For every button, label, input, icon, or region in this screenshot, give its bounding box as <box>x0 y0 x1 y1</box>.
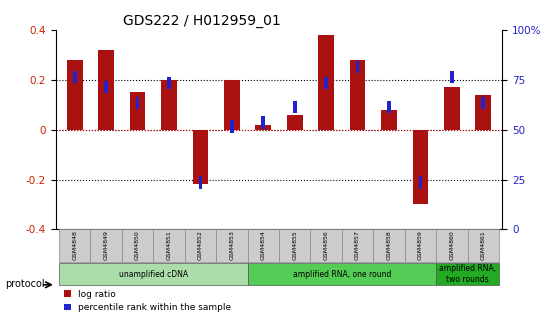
FancyBboxPatch shape <box>248 263 436 285</box>
Text: GDS222 / H012959_01: GDS222 / H012959_01 <box>123 14 281 28</box>
FancyBboxPatch shape <box>230 120 234 133</box>
Bar <box>193 130 208 184</box>
FancyBboxPatch shape <box>73 71 76 83</box>
FancyBboxPatch shape <box>293 100 297 113</box>
FancyBboxPatch shape <box>405 229 436 262</box>
Text: GSM4857: GSM4857 <box>355 230 360 260</box>
Text: protocol: protocol <box>6 279 45 289</box>
Text: GSM4855: GSM4855 <box>292 230 297 260</box>
Text: GSM4860: GSM4860 <box>449 230 454 260</box>
Bar <box>412 130 429 204</box>
Bar <box>224 80 240 130</box>
FancyBboxPatch shape <box>342 229 373 262</box>
FancyBboxPatch shape <box>199 176 203 188</box>
Bar <box>161 80 177 130</box>
Bar <box>318 35 334 130</box>
FancyBboxPatch shape <box>59 229 90 262</box>
FancyBboxPatch shape <box>261 117 265 129</box>
Text: GSM4853: GSM4853 <box>229 230 234 260</box>
Bar <box>256 125 271 130</box>
FancyBboxPatch shape <box>468 229 499 262</box>
FancyBboxPatch shape <box>153 229 185 262</box>
FancyBboxPatch shape <box>122 229 153 262</box>
Text: GSM4858: GSM4858 <box>387 230 392 260</box>
FancyBboxPatch shape <box>373 229 405 262</box>
FancyBboxPatch shape <box>90 229 122 262</box>
FancyBboxPatch shape <box>185 229 216 262</box>
Text: GSM4851: GSM4851 <box>166 230 171 260</box>
Text: amplified RNA, one round: amplified RNA, one round <box>293 269 391 279</box>
FancyBboxPatch shape <box>310 229 342 262</box>
FancyBboxPatch shape <box>355 61 359 73</box>
FancyBboxPatch shape <box>216 229 248 262</box>
FancyBboxPatch shape <box>59 263 248 285</box>
Text: GSM4852: GSM4852 <box>198 230 203 260</box>
Text: GSM4848: GSM4848 <box>72 230 77 260</box>
FancyBboxPatch shape <box>482 96 485 109</box>
Text: GSM4854: GSM4854 <box>261 230 266 260</box>
Text: GSM4859: GSM4859 <box>418 230 423 260</box>
Text: GSM4849: GSM4849 <box>104 230 109 260</box>
Bar <box>350 60 365 130</box>
Bar <box>444 87 460 130</box>
Text: GSM4856: GSM4856 <box>324 230 329 260</box>
FancyBboxPatch shape <box>418 176 422 188</box>
FancyBboxPatch shape <box>324 77 328 89</box>
Bar <box>381 110 397 130</box>
Bar <box>98 50 114 130</box>
Text: GSM4861: GSM4861 <box>481 230 486 260</box>
FancyBboxPatch shape <box>436 263 499 285</box>
FancyBboxPatch shape <box>248 229 279 262</box>
FancyBboxPatch shape <box>387 100 391 113</box>
Text: amplified RNA,
two rounds: amplified RNA, two rounds <box>439 264 496 284</box>
Bar <box>129 92 146 130</box>
Text: GSM4850: GSM4850 <box>135 230 140 260</box>
FancyBboxPatch shape <box>167 77 171 89</box>
FancyBboxPatch shape <box>136 96 140 109</box>
Legend: log ratio, percentile rank within the sample: log ratio, percentile rank within the sa… <box>60 286 235 316</box>
FancyBboxPatch shape <box>450 71 454 83</box>
FancyBboxPatch shape <box>279 229 310 262</box>
Bar <box>287 115 302 130</box>
Bar <box>67 60 83 130</box>
Bar <box>475 95 491 130</box>
FancyBboxPatch shape <box>104 81 108 93</box>
FancyBboxPatch shape <box>436 229 468 262</box>
Text: unamplified cDNA: unamplified cDNA <box>119 269 188 279</box>
